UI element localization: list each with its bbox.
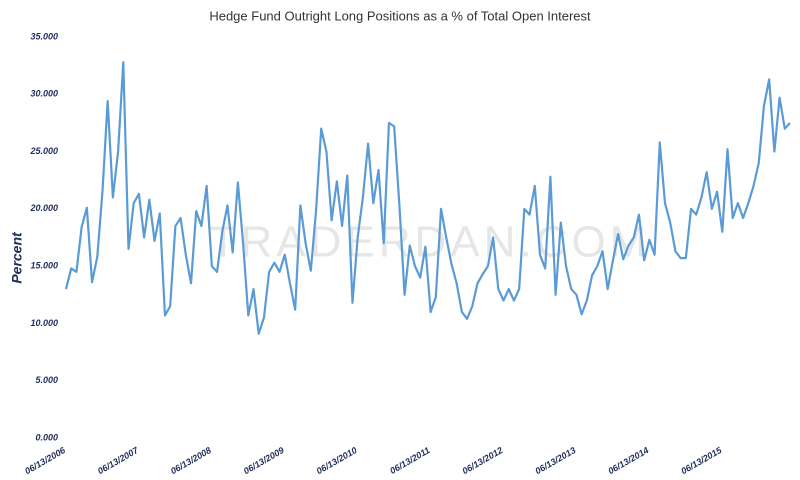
y-tick-label: 20.000 — [29, 203, 58, 213]
y-axis-label: Percent — [9, 231, 25, 284]
y-tick-label: 0.000 — [35, 432, 58, 442]
watermark: TRADERDAN.COM — [210, 218, 651, 267]
data-line — [64, 61, 791, 335]
y-tick-label: 30.000 — [30, 89, 58, 99]
y-tick-label: 5.000 — [35, 375, 58, 385]
y-tick-label: 10.000 — [30, 318, 58, 328]
y-tick-label: 25.000 — [29, 146, 58, 156]
y-tick-label: 35.000 — [30, 31, 58, 41]
chart-title: Hedge Fund Outright Long Positions as a … — [209, 8, 591, 23]
y-tick-label: 15.000 — [30, 261, 58, 271]
